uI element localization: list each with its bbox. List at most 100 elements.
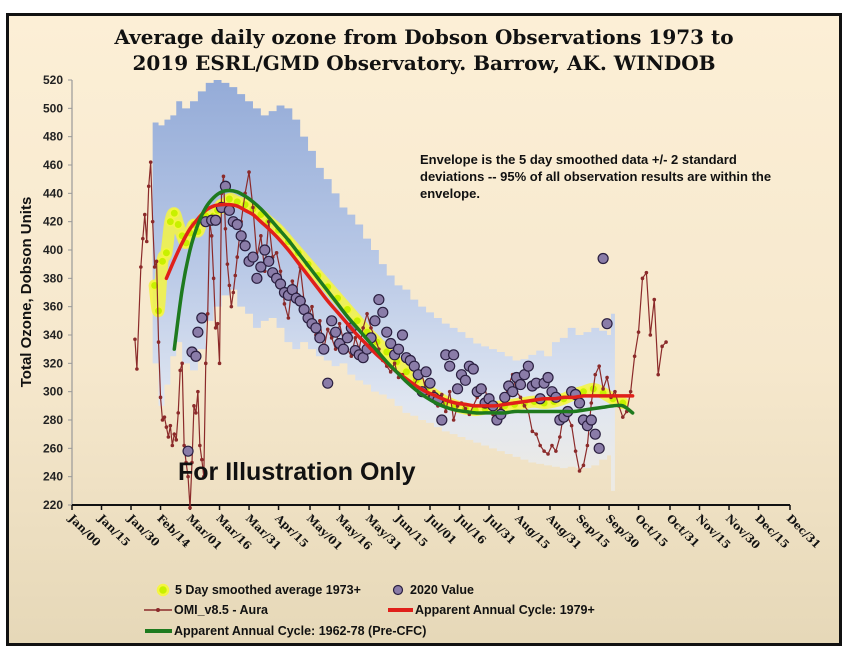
v2020-point	[310, 322, 322, 334]
v2020-point	[255, 261, 267, 273]
omi-point	[538, 443, 542, 448]
chart-frame: Average daily ozone from Dobson Observat…	[6, 13, 842, 646]
omi-point	[174, 438, 179, 442]
v2020-point	[377, 306, 389, 318]
y-tick-label: 460	[43, 158, 63, 172]
v2020-point	[392, 343, 405, 355]
omi-point	[231, 290, 236, 295]
v2020-point	[251, 272, 263, 284]
legend-swatch-smoothed	[156, 583, 170, 597]
omi-point	[290, 279, 295, 283]
omi-point	[188, 506, 192, 510]
y-tick-label: 260	[43, 441, 63, 455]
v2020-point	[182, 445, 194, 457]
omi-point	[141, 236, 145, 241]
omi-point	[170, 443, 175, 448]
omi-point	[593, 372, 598, 377]
omi-point	[392, 361, 397, 366]
omi-point	[605, 375, 609, 380]
smoothed-point	[161, 247, 172, 258]
omi-point	[369, 326, 373, 330]
omi-point	[573, 449, 578, 453]
legend: 5 Day smoothed average 1973+ 2020 Value …	[144, 583, 595, 638]
omi-point	[180, 361, 184, 366]
legend-item-red[interactable]: Apparent Annual Cycle: 1979+	[388, 603, 595, 617]
omi-point	[186, 474, 190, 479]
v2020-point	[235, 230, 247, 242]
v2020-point	[475, 383, 487, 395]
omi-point	[247, 170, 251, 174]
v2020-point	[369, 315, 381, 327]
v2020-point	[259, 244, 271, 256]
v2020-point	[329, 326, 342, 338]
y-tick-label: 300	[43, 385, 63, 399]
omi-point	[656, 372, 661, 377]
legend-swatch-2020	[392, 584, 404, 596]
legend-label-red: Apparent Annual Cycle: 1979+	[415, 603, 595, 617]
omi-point	[233, 273, 238, 278]
omi-point	[648, 333, 653, 337]
omi-point	[554, 449, 558, 453]
legend-item-smoothed[interactable]: 5 Day smoothed average 1973+	[156, 583, 361, 597]
v2020-point	[337, 343, 350, 355]
x-tick-label: Jan/30	[124, 511, 162, 549]
omi-point	[215, 321, 220, 326]
green-cycle-line	[172, 188, 635, 415]
omi-point	[644, 270, 649, 275]
v2020-point	[585, 414, 597, 426]
legend-label-2020: 2020 Value	[410, 583, 474, 597]
v2020-point	[385, 337, 397, 350]
legend-label-green: Apparent Annual Cycle: 1962-78 (Pre-CFC)	[174, 624, 426, 638]
omi-point	[229, 304, 234, 309]
v2020-point	[263, 255, 275, 267]
omi-point	[158, 395, 163, 400]
omi-point	[152, 265, 157, 269]
v2020-point	[318, 343, 330, 355]
omi-point	[318, 319, 322, 323]
y-tick-label: 280	[43, 413, 63, 427]
y-tick-label: 360	[43, 300, 63, 314]
envelope-note-line-1: Envelope is the 5 day smoothed data +/- …	[420, 152, 737, 167]
envelope-note-line-2: deviations -- 95% of all observation res…	[420, 169, 771, 184]
omi-point	[577, 469, 582, 473]
legend-item-2020[interactable]: 2020 Value	[392, 583, 474, 597]
omi-point	[601, 387, 605, 391]
v2020-point	[459, 374, 472, 386]
smoothed-point	[169, 208, 180, 219]
omi-point	[274, 251, 279, 255]
omi-point	[310, 304, 314, 309]
v2020-point	[499, 391, 511, 403]
v2020-point	[573, 397, 586, 409]
omi-point	[133, 337, 137, 342]
v2020-point	[601, 318, 613, 330]
v2020-point	[196, 312, 208, 324]
legend-item-green[interactable]: Apparent Annual Cycle: 1962-78 (Pre-CFC)	[145, 624, 426, 638]
x-tick-label: Jul/31	[482, 511, 518, 547]
omi-point	[337, 321, 342, 326]
v2020-point	[341, 332, 353, 344]
v2020-point	[448, 349, 460, 361]
omi-point	[184, 460, 188, 465]
v2020-point	[192, 326, 204, 338]
omi-point	[628, 389, 633, 394]
omi-point	[652, 297, 657, 302]
omi-point	[150, 219, 155, 224]
y-tick-label: 480	[43, 130, 63, 144]
omi-point	[443, 409, 448, 414]
omi-point	[178, 368, 182, 373]
omi-point	[581, 463, 586, 468]
omi-point	[209, 234, 214, 238]
omi-point	[164, 425, 169, 429]
x-tick-label: Jan/15	[95, 511, 133, 549]
v2020-point	[231, 218, 243, 231]
legend-item-omi[interactable]: OMI_v8.5 - Aura	[144, 603, 269, 617]
v2020-point	[424, 377, 436, 389]
v2020-point	[593, 442, 605, 454]
omi-point	[146, 184, 151, 189]
envelope-note: Envelope is the 5 day smoothed data +/- …	[420, 152, 771, 201]
y-tick-label: 240	[43, 470, 63, 484]
omi-point	[144, 239, 149, 244]
v2020-point	[522, 360, 534, 372]
chart-title-line-1: Average daily ozone from Dobson Observat…	[114, 25, 734, 49]
omi-point	[154, 259, 159, 264]
